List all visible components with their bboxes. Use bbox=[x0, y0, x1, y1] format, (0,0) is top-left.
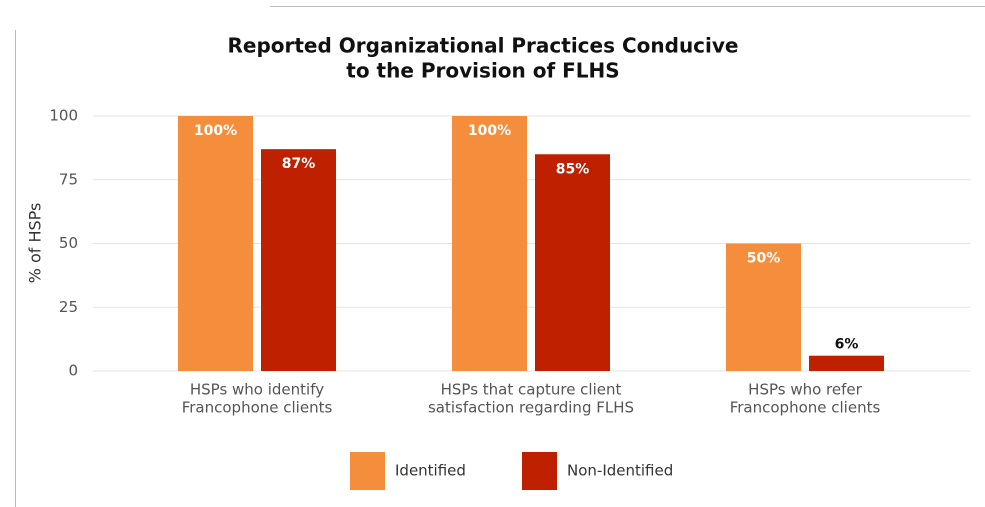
data-label: 100% bbox=[194, 123, 237, 139]
legend-label: Identified bbox=[395, 462, 466, 480]
data-label: 87% bbox=[282, 156, 316, 172]
y-tick-label: 75 bbox=[59, 170, 78, 188]
x-tick-label: HSPs who refer bbox=[748, 381, 862, 399]
y-axis-label: % of HSPs bbox=[26, 203, 45, 284]
bar bbox=[535, 154, 610, 371]
y-tick-label: 25 bbox=[59, 298, 78, 316]
bar bbox=[809, 355, 884, 371]
x-tick-label: Francophone clients bbox=[182, 399, 333, 417]
x-tick-label: satisfaction regarding FLHS bbox=[428, 399, 634, 417]
x-tick-label: Francophone clients bbox=[730, 399, 881, 417]
data-label: 50% bbox=[747, 251, 781, 267]
legend-swatch bbox=[350, 452, 385, 490]
data-label: 6% bbox=[835, 337, 859, 353]
chart-title: to the Provision of FLHS bbox=[346, 59, 619, 83]
y-tick-label: 100 bbox=[49, 107, 78, 125]
bar bbox=[261, 149, 336, 371]
bar bbox=[452, 116, 527, 371]
y-tick-label: 0 bbox=[68, 362, 78, 380]
x-tick-label: HSPs that capture client bbox=[441, 381, 622, 399]
bar bbox=[726, 243, 801, 371]
bar bbox=[178, 116, 253, 371]
data-label: 100% bbox=[468, 123, 511, 139]
y-tick-label: 50 bbox=[59, 234, 78, 252]
legend-label: Non-Identified bbox=[567, 462, 673, 480]
legend-swatch bbox=[522, 452, 557, 490]
chart-title: Reported Organizational Practices Conduc… bbox=[227, 34, 738, 58]
x-tick-label: HSPs who identify bbox=[190, 381, 324, 399]
data-label: 85% bbox=[556, 161, 590, 177]
panel-border bbox=[15, 6, 985, 507]
